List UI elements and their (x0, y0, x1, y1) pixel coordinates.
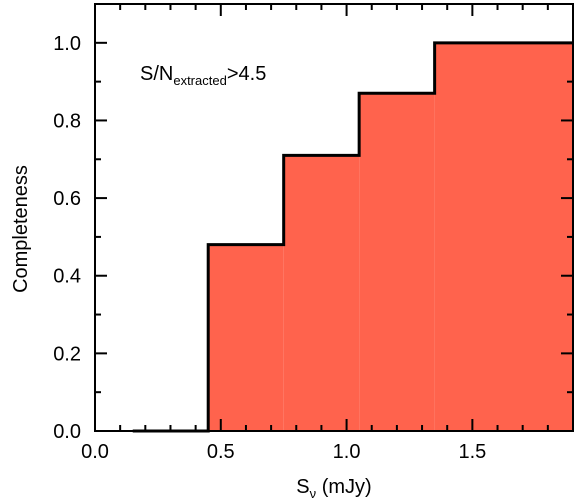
y-tick-label: 0.6 (53, 188, 81, 210)
x-tick-label: 0.0 (81, 441, 109, 463)
y-ticks: 0.0 0.2 0.4 0.6 0.8 1.0 (53, 33, 573, 443)
y-tick-label: 0.2 (53, 343, 81, 365)
y-axis-title: Completeness (10, 165, 32, 293)
annotation-prefix: S/N (140, 63, 173, 85)
y-tick-label: 1.0 (53, 33, 81, 55)
y-tick-label: 0.8 (53, 110, 81, 132)
y-tick-label: 0.4 (53, 266, 81, 288)
bar-4 (434, 42, 573, 432)
x-axis-title-sub: ν (310, 486, 317, 500)
annotation-subscript: extracted (173, 73, 226, 88)
bar-3 (359, 93, 435, 432)
x-axis-title-rest: (mJy) (316, 476, 372, 498)
annotation: S/Nextracted>4.5 (140, 63, 266, 88)
x-axis-title-base: S (296, 476, 309, 498)
x-tick-label: 1.5 (458, 441, 486, 463)
x-tick-label: 1.0 (333, 441, 361, 463)
x-ticks: 0.0 0.5 1.0 1.5 (81, 4, 549, 463)
bar-2 (283, 155, 360, 431)
x-tick-label: 0.5 (207, 441, 235, 463)
plot-frame (94, 3, 574, 432)
y-tick-label: 0.0 (53, 421, 81, 443)
bar-1 (208, 244, 284, 431)
step-outline (132, 41, 573, 433)
annotation-suffix: >4.5 (227, 63, 266, 85)
bars-group (208, 42, 573, 432)
x-axis-title: Sν (mJy) (296, 476, 371, 500)
